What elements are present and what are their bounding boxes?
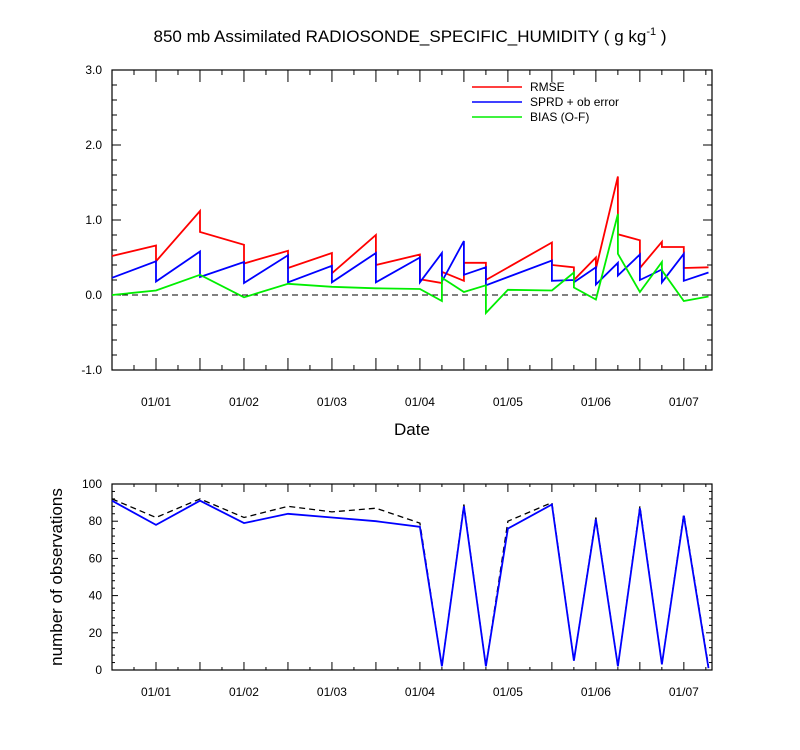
legend: RMSE SPRD + ob error BIAS (O-F) xyxy=(472,80,619,124)
bottom-x-tick-labels: 01/01 01/02 01/03 01/04 01/05 01/06 01/07 xyxy=(141,685,699,699)
chart-title: 850 mb Assimilated RADIOSONDE_SPECIFIC_H… xyxy=(154,26,667,46)
y-tick-label: 80 xyxy=(89,514,103,528)
x-tick-label: 01/05 xyxy=(493,685,523,699)
series-line-possible xyxy=(111,498,710,667)
x-tick-label: 01/06 xyxy=(581,395,611,409)
x-tick-label: 01/04 xyxy=(405,395,435,409)
y-tick-label: 3.0 xyxy=(85,63,102,77)
y-tick-label: -1.0 xyxy=(81,363,102,377)
legend-label-sprd: SPRD + ob error xyxy=(530,95,619,109)
chart-title-main: 850 mb Assimilated RADIOSONDE_SPECIFIC_H… xyxy=(154,27,647,46)
x-tick-label: 01/03 xyxy=(317,395,347,409)
bottom-series xyxy=(111,498,710,669)
x-tick-label: 01/07 xyxy=(669,685,699,699)
y-tick-label: 1.0 xyxy=(85,213,102,227)
y-tick-label: 0 xyxy=(95,663,102,677)
y-tick-label: 60 xyxy=(89,551,103,565)
top-y-tick-labels: -1.0 0.0 1.0 2.0 3.0 xyxy=(81,63,102,377)
x-tick-label: 01/01 xyxy=(141,395,171,409)
top-plot-frame xyxy=(111,69,713,371)
x-tick-label: 01/01 xyxy=(141,685,171,699)
series-line-bias-o-f xyxy=(111,213,709,316)
x-axis-label: Date xyxy=(394,420,430,439)
x-tick-label: 01/05 xyxy=(493,395,523,409)
x-tick-label: 01/07 xyxy=(669,395,699,409)
series-line-assimilated xyxy=(111,499,710,669)
series-line-sprd-ob-error xyxy=(111,240,709,287)
x-tick-label: 01/02 xyxy=(229,395,259,409)
x-tick-label: 01/02 xyxy=(229,685,259,699)
x-tick-label: 01/04 xyxy=(405,685,435,699)
chart-title-exponent: -1 xyxy=(646,26,656,38)
top-x-tick-labels: 01/01 01/02 01/03 01/04 01/05 01/06 01/07 xyxy=(141,395,699,409)
bottom-plot-frame xyxy=(111,483,713,671)
y-axis-label-observations: number of observations xyxy=(47,488,66,666)
y-tick-label: 0.0 xyxy=(85,288,102,302)
bottom-ticks xyxy=(111,483,712,671)
chart-title-end: ) xyxy=(656,27,666,46)
x-tick-label: 01/06 xyxy=(581,685,611,699)
top-ticks xyxy=(111,69,712,371)
legend-label-bias: BIAS (O-F) xyxy=(530,110,589,124)
bottom-y-tick-labels: 0 20 40 60 80 100 xyxy=(82,477,102,677)
y-tick-label: 100 xyxy=(82,477,102,491)
top-series xyxy=(111,176,709,316)
y-tick-label: 2.0 xyxy=(85,138,102,152)
x-tick-label: 01/03 xyxy=(317,685,347,699)
y-tick-label: 40 xyxy=(89,589,103,603)
y-tick-label: 20 xyxy=(89,626,103,640)
series-line-rmse xyxy=(111,176,709,285)
legend-label-rmse: RMSE xyxy=(530,80,565,94)
top-chart: 850 mb Assimilated RADIOSONDE_SPECIFIC_H… xyxy=(81,26,713,439)
